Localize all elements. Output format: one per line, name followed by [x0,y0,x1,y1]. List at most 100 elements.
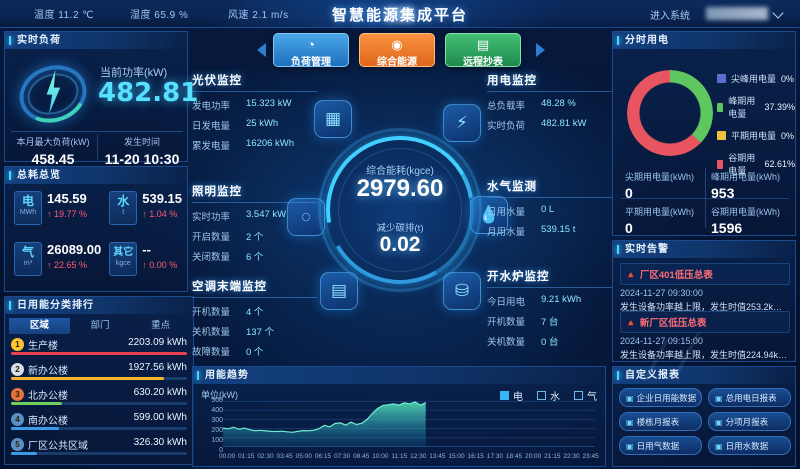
rank-value: 1927.56 kWh [128,362,187,373]
rank-badge: 1 [11,338,24,351]
enter-system-link[interactable]: 进入系统 [650,11,690,22]
overview-item-other: 其它 kgce -- ↑ 0.00 % [109,242,182,287]
document-icon: ▣ [715,418,723,427]
panel-title-rank: 日用能分类排行 [5,297,193,314]
nav-button-load-management[interactable]: ◔ 负荷管理 [273,33,349,68]
gas-icon: 气 m³ [14,242,42,276]
y-tick: 200 [211,427,223,434]
list-item[interactable]: 2 新办公楼 1927.56 kWh [11,362,189,387]
panel-realtime-load: 实时负荷 当前功率(kW) 482.81 本月最大负荷(kW) 458.45 发… [4,31,198,167]
rank-name: 北办公楼 [28,391,68,402]
alarm-time: 2024-11-27 09:15:00 [620,336,703,346]
y-tick: 400 [211,407,223,414]
meter-icon: ▤ [476,37,490,52]
chart-y-ticks: 500 400 300 200 100 0 [199,397,223,454]
weather-humidity: 湿度 65.9 % [130,10,189,21]
legend-item-electricity[interactable]: 电 [500,388,523,403]
report-button[interactable]: ▣ 日用气数据 [619,436,702,455]
rank-name: 厂区公共区域 [28,441,88,452]
x-tick: 08:45 [353,453,370,460]
x-tick: 18:45 [505,453,523,460]
document-icon: ▣ [626,418,634,427]
alarm-description: 发生设备功率越上限，发生时值224.94kW... [620,350,790,360]
toupe-quad-flat: 平期用电量(kWh) 0 [625,207,694,236]
rank-value: 599.00 kWh [133,412,187,423]
panel-realtime-alarm: 实时告警 🔺 厂区401低压总表 2024-11-27 09:30:00 发生设备… [612,240,796,362]
panel-title-custom-report: 自定义报表 [613,367,795,384]
x-tick: 11:15 [391,453,408,460]
panel-daily-energy-rank: 日用能分类排行 区域 部门 重点 1 生产楼 2203.09 kWh 2 新办公楼 192… [4,296,194,465]
rank-bar [11,452,187,455]
monitor-title-boiler: 开水炉监控 [487,268,612,288]
tab-department[interactable]: 部门 [90,320,110,331]
x-tick: 22:30 [563,453,580,460]
toupe-quad-sharp: 尖期用电量(kWh) 0 [625,172,694,201]
list-item[interactable]: 4 南办公楼 599.00 kWh [11,412,189,437]
x-tick: 15:00 [448,453,465,460]
monitor-lighting: 照明监控 实时功率 3.547 kW 开启数量 2 个 关闭数量 6 个 [192,183,317,263]
toupe-quad-peak: 峰期用电量(kWh) 953 [711,172,780,201]
x-tick: 07:30 [333,453,351,460]
rank-value: 326.30 kWh [133,437,187,448]
monitor-title-lighting: 照明监控 [192,183,317,203]
page-title: 智慧能源集成平台 [331,7,469,24]
panel-total-overview: 总耗总览 电 MWh 145.59 ↑ 19.77 % 水 t 539.15 [4,166,188,292]
water-icon: 水 t [109,191,138,225]
panel-title-alarm: 实时告警 [613,241,795,258]
x-tick: 21:15 [544,453,561,460]
list-item[interactable]: 3 北办公楼 630.20 kWh [11,387,189,412]
donut-legend: 尖峰用电量 0% 峰期用电量 37.39% 平期用电量 0% 谷期用电量 62.61% [717,72,795,186]
user-name-redacted[interactable] [706,7,768,20]
nav-prev-arrow-icon[interactable] [257,43,266,57]
legend-item-gas[interactable]: 气 [574,388,597,403]
current-power-value: 482.81 [98,78,199,108]
report-button[interactable]: ▣ 楼栋月报表 [619,412,702,431]
list-item[interactable]: 1 生产楼 2203.09 kWh [11,337,189,362]
rank-badge: 2 [11,363,24,376]
x-tick: 05:00 [295,453,312,460]
report-button[interactable]: ▣ 企业日用能数据 [619,388,702,407]
tab-area[interactable]: 区域 [9,318,70,334]
divider [11,131,183,132]
x-tick: 06:15 [314,453,332,460]
report-button[interactable]: ▣ 总用电日报表 [708,388,791,407]
report-button-grid: ▣ 企业日用能数据 ▣ 总用电日报表 ▣ 楼栋月报表 ▣ 分项月报表 ▣ 日用气数据 ▣ 日用水数据 [619,388,791,455]
monitor-power: 用电监控 总负载率 48.28 % 实时负荷 482.81 kW [487,72,612,132]
document-icon: ▣ [715,394,723,403]
report-button[interactable]: ▣ 分项月报表 [708,412,791,431]
ac-icon: ▤ [320,272,358,310]
header-decoration [200,0,800,28]
y-tick: 100 [211,437,223,444]
x-tick: 02:30 [257,453,274,460]
monitor-title-pv: 光伏监控 [192,72,317,92]
monitor-title-power: 用电监控 [487,72,612,92]
panel-custom-report: 自定义报表 ▣ 企业日用能数据 ▣ 总用电日报表 ▣ 楼栋月报表 ▣ 分项月报表 ▣ 日用气数据 ▣… [612,366,796,467]
legend-item-water[interactable]: 水 [537,388,560,403]
gauge-icon: ◔ [307,37,315,52]
tab-key[interactable]: 重点 [151,320,171,331]
x-tick: 16:15 [467,453,484,460]
monthly-max-load: 本月最大负荷(kW) 458.45 [16,137,90,167]
nav-button-integrated-energy[interactable]: ◉ 综合能源 [359,33,435,68]
list-item[interactable]: 5 厂区公共区域 326.30 kWh [11,437,189,462]
monitor-title-water-gas: 水气监测 [487,178,612,198]
nav-button-remote-meter[interactable]: ▤ 远程抄表 [445,33,521,68]
overview-item-water: 水 t 539.15 ↑ 1.04 % [109,191,182,236]
logo-placeholder [384,7,414,22]
monitor-pv: 光伏监控 发电功率 15.323 kW 日发电量 25 kWh 累发电量 16206 … [192,72,317,152]
energy-icon: ◉ [391,37,403,52]
occurrence-time: 发生时间 11-20 10:30 [104,137,180,167]
boiler-icon: ⛁ [443,272,481,310]
alarm-item[interactable]: 🔺 新厂区低压总表 2024-11-27 09:15:00 发生设备功率越上限，发… [620,311,790,361]
y-tick: 0 [219,447,223,454]
bolt-icon: ⚡ [443,104,481,142]
rank-name: 生产楼 [28,341,58,352]
alarm-item[interactable]: 🔺 厂区401低压总表 2024-11-27 09:30:00 发生设备功率越上限… [620,263,790,313]
chart-plot-area [222,401,595,447]
nav-next-arrow-icon[interactable] [536,43,545,57]
chart-x-ticks: 00:00 01:15 02:30 03:45 05:00 06:15 07:30 08:45… [219,453,599,460]
x-tick: 01:15 [238,453,255,460]
report-button[interactable]: ▣ 日用水数据 [708,436,791,455]
overview-item-electricity: 电 MWh 145.59 ↑ 19.77 % [14,191,101,236]
